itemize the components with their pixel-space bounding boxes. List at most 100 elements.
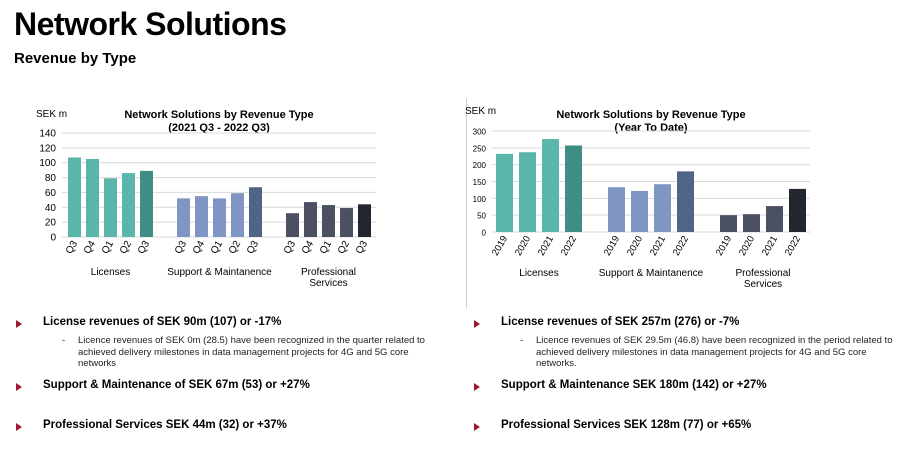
bar-licenses-2021 — [542, 139, 559, 232]
bar-support-maintanence-q4 — [195, 196, 208, 237]
bar-licenses-q2 — [122, 173, 135, 237]
group-label: Professional — [301, 267, 356, 278]
y-axis-label: SEK m — [36, 109, 67, 120]
bullet-text: Professional Services SEK 44m (32) or +3… — [43, 419, 287, 431]
x-tick-label: 2022 — [783, 234, 803, 258]
x-tick-label: Q4 — [191, 239, 207, 256]
bar-support-maintanence-2022 — [677, 171, 694, 232]
bar-professional-services-q2 — [340, 208, 353, 237]
x-tick-label: Q3 — [354, 239, 370, 256]
x-tick-label: 2019 — [714, 234, 734, 258]
x-tick-label: 2022 — [671, 234, 691, 258]
bar-support-maintanence-2019 — [608, 187, 625, 232]
x-tick-label: Q2 — [118, 239, 134, 256]
y-tick-label: 100 — [39, 158, 56, 169]
x-tick-label: 2021 — [760, 234, 780, 258]
page-subtitle: Revenue by Type — [14, 50, 137, 67]
bullet-arrow-icon — [474, 320, 480, 328]
chart-title: Network Solutions by Revenue Type — [124, 109, 313, 121]
sub-text: Licence revenues of SEK 0m (28.5) have b… — [78, 335, 425, 369]
x-tick-label: 2020 — [513, 234, 533, 258]
bar-licenses-q1 — [104, 178, 117, 237]
y-tick-label: 300 — [473, 128, 487, 137]
bar-support-maintanence-q1 — [213, 198, 226, 237]
bullet-arrow-icon — [16, 320, 22, 328]
chart-subtitle: (2021 Q3 - 2022 Q3) — [168, 122, 270, 134]
bullet-text: Support & Maintenance SEK 180m (142) or … — [501, 379, 767, 391]
x-tick-label: Q3 — [282, 239, 298, 256]
y-tick-label: 60 — [45, 188, 57, 199]
chart-title: Network Solutions by Revenue Type — [556, 109, 745, 121]
y-tick-label: 0 — [482, 229, 487, 238]
y-tick-label: 200 — [473, 161, 487, 170]
bar-support-maintanence-q3 — [177, 198, 190, 237]
bullet-sub-licenses-left: - Licence revenues of SEK 0m (28.5) have… — [62, 335, 442, 370]
bullet-arrow-icon — [16, 383, 22, 391]
y-tick-label: 140 — [39, 129, 56, 140]
bar-professional-services-q4 — [304, 202, 317, 237]
y-axis-label: SEK m — [465, 106, 496, 117]
bar-support-maintanence-2021 — [654, 184, 671, 232]
group-label: Support & Maintanence — [167, 267, 272, 278]
y-tick-label: 120 — [39, 143, 56, 154]
page-title: Network Solutions — [14, 6, 287, 42]
y-tick-label: 150 — [473, 178, 487, 187]
bar-licenses-q3 — [68, 157, 81, 237]
bar-professional-services-2020 — [743, 214, 760, 232]
y-tick-label: 50 — [477, 212, 486, 221]
bullet-text: Support & Maintenance of SEK 67m (53) or… — [43, 379, 310, 391]
x-tick-label: 2021 — [536, 234, 556, 258]
group-label: Licenses — [91, 267, 130, 278]
bar-professional-services-2019 — [720, 215, 737, 232]
sub-text: Licence revenues of SEK 29.5m (46.8) hav… — [536, 335, 893, 369]
x-tick-label: 2019 — [490, 234, 510, 258]
bar-professional-services-q3 — [286, 213, 299, 237]
x-tick-label: 2022 — [559, 234, 579, 258]
chart-subtitle: (Year To Date) — [614, 122, 687, 134]
y-tick-label: 250 — [473, 144, 487, 153]
chart-quarterly: Network Solutions by Revenue Type(2021 Q… — [36, 109, 376, 289]
sub-dash: - — [62, 335, 66, 346]
x-tick-label: Q1 — [318, 239, 334, 256]
x-tick-label: 2021 — [648, 234, 668, 258]
y-tick-label: 80 — [45, 173, 57, 184]
x-tick-label: Q2 — [336, 239, 352, 256]
bar-licenses-2020 — [519, 152, 536, 232]
bar-professional-services-q3 — [358, 204, 371, 237]
x-tick-label: Q3 — [64, 239, 80, 256]
bar-professional-services-2021 — [766, 206, 783, 232]
bullet-text: Professional Services SEK 128m (77) or +… — [501, 419, 752, 431]
bullet-text: License revenues of SEK 90m (107) or -17… — [43, 316, 282, 328]
bullet-text: License revenues of SEK 257m (276) or -7… — [501, 316, 740, 328]
y-tick-label: 40 — [45, 203, 57, 214]
x-tick-label: Q3 — [173, 239, 189, 256]
bar-support-maintanence-2020 — [631, 190, 648, 232]
bar-licenses-q4 — [86, 159, 99, 237]
x-tick-label: 2019 — [602, 234, 622, 258]
group-label: Support & Maintanence — [599, 268, 704, 279]
group-label: Professional — [735, 268, 790, 279]
group-label: Services — [309, 278, 347, 289]
sub-dash: - — [520, 335, 524, 346]
divider — [466, 98, 467, 308]
bar-licenses-q3 — [140, 170, 153, 237]
bar-professional-services-q1 — [322, 205, 335, 237]
bullet-arrow-icon — [474, 423, 480, 431]
x-tick-label: Q3 — [136, 239, 152, 256]
bar-licenses-2022 — [565, 145, 582, 232]
y-tick-label: 100 — [473, 195, 487, 204]
x-tick-label: Q4 — [300, 239, 316, 256]
x-tick-label: 2020 — [737, 234, 757, 258]
chart-ytd: Network Solutions by Revenue Type(Year T… — [465, 106, 810, 290]
x-tick-label: Q4 — [82, 239, 98, 256]
x-tick-label: Q1 — [100, 239, 116, 256]
x-tick-label: 2020 — [625, 234, 645, 258]
bullet-sub-licenses-right: - Licence revenues of SEK 29.5m (46.8) h… — [520, 335, 900, 370]
y-tick-label: 20 — [45, 218, 57, 229]
bar-professional-services-2022 — [789, 188, 806, 232]
bar-support-maintanence-q3 — [249, 187, 262, 237]
y-tick-label: 0 — [50, 233, 56, 244]
group-label: Services — [744, 279, 782, 290]
bullet-arrow-icon — [16, 423, 22, 431]
x-tick-label: Q2 — [227, 239, 243, 256]
